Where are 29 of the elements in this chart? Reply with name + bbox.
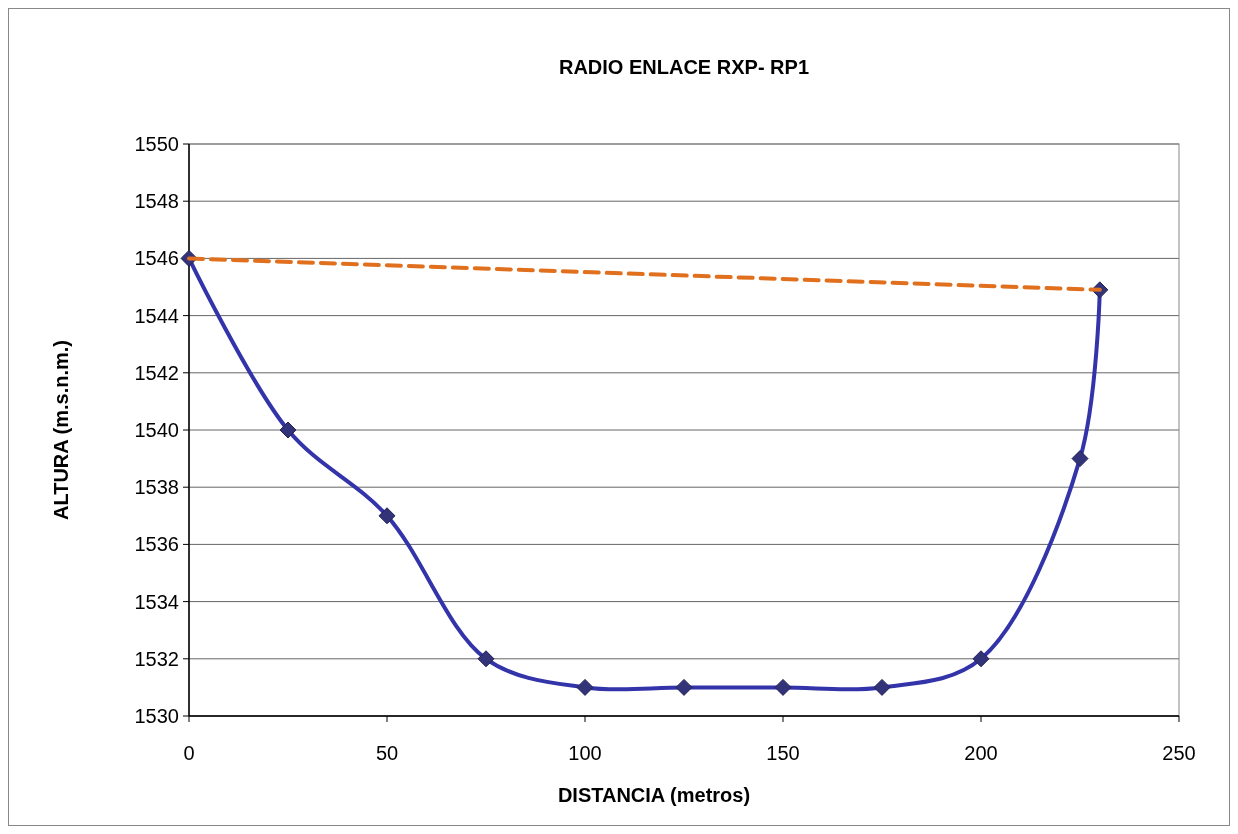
chart-title: RADIO ENLACE RXP- RP1 <box>558 56 810 78</box>
y-tick-label: 1544 <box>134 304 179 327</box>
x-tick-label: 150 <box>766 742 800 764</box>
point <box>774 678 792 696</box>
y-tick-label: 1532 <box>134 647 179 670</box>
y-tick-label: 1538 <box>134 476 179 499</box>
y-tick-label: 1542 <box>134 361 179 384</box>
y-tick-label: 1534 <box>134 590 179 613</box>
x-tick-label: 0 <box>183 742 195 764</box>
x-tick-label: 200 <box>964 742 998 764</box>
x-tick-label: 250 <box>1162 742 1196 764</box>
y-tick-label: 1540 <box>134 419 179 441</box>
point <box>378 507 396 525</box>
x-tick-label: 100 <box>568 742 602 764</box>
point <box>675 678 693 696</box>
point <box>576 678 594 696</box>
y-tick-label: 1548 <box>134 190 179 213</box>
point <box>279 421 297 439</box>
y-tick-label: 1550 <box>134 133 179 155</box>
y-tick-label: 1530 <box>134 705 179 727</box>
point <box>972 650 990 668</box>
x-tick-label: 50 <box>375 742 399 764</box>
point <box>873 678 891 696</box>
y-axis-title: ALTURA (m.s.n.m.) <box>50 340 72 520</box>
x-axis-title: DISTANCIA (metros) <box>557 784 751 806</box>
point <box>477 650 495 668</box>
point <box>1071 450 1089 468</box>
y-tick-label: 1536 <box>134 533 179 556</box>
y-tick-label: 1546 <box>134 247 179 270</box>
